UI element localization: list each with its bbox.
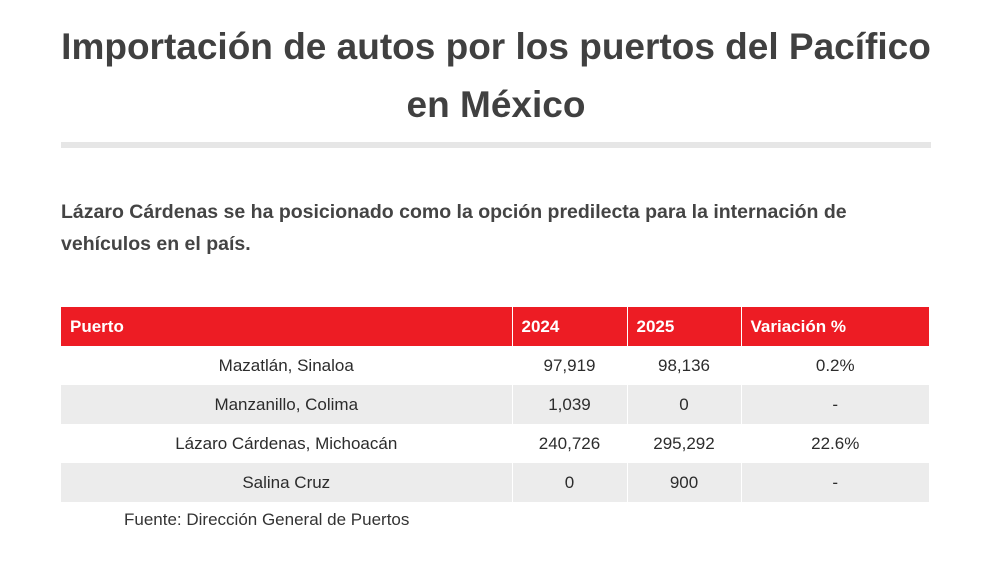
table-row: Manzanillo, Colima 1,039 0 - <box>61 385 929 424</box>
table-row: Mazatlán, Sinaloa 97,919 98,136 0.2% <box>61 346 929 385</box>
cell-variacion: - <box>740 385 929 424</box>
table-header-row: Puerto 2024 2025 Variación % <box>61 307 929 346</box>
header-puerto: Puerto <box>61 307 512 346</box>
header-2024: 2024 <box>511 307 627 346</box>
header-2025: 2025 <box>626 307 741 346</box>
cell-variacion: - <box>740 463 929 502</box>
cell-2024: 0 <box>511 463 627 502</box>
cell-2025: 0 <box>626 385 741 424</box>
cell-2025: 295,292 <box>626 424 741 463</box>
cell-puerto: Salina Cruz <box>61 463 512 502</box>
cell-2024: 1,039 <box>511 385 627 424</box>
table-row: Salina Cruz 0 900 - <box>61 463 929 502</box>
table-row: Lázaro Cárdenas, Michoacán 240,726 295,2… <box>61 424 929 463</box>
cell-2024: 240,726 <box>511 424 627 463</box>
cell-2025: 98,136 <box>626 346 741 385</box>
cell-puerto: Lázaro Cárdenas, Michoacán <box>175 433 398 453</box>
cell-puerto: Mazatlán, Sinaloa <box>218 355 354 375</box>
title-divider <box>61 142 931 148</box>
ports-table: Puerto 2024 2025 Variación % Mazatlán, S… <box>61 307 929 502</box>
source-note: Fuente: Dirección General de Puertos <box>124 510 410 529</box>
subtitle: Lázaro Cárdenas se ha posicionado como l… <box>61 201 847 255</box>
cell-puerto: Manzanillo, Colima <box>61 385 512 424</box>
cell-2025: 900 <box>626 463 741 502</box>
header-variacion: Variación % <box>740 307 929 346</box>
cell-2024: 97,919 <box>511 346 627 385</box>
page-title: Importación de autos por los puertos del… <box>61 26 931 125</box>
cell-variacion: 0.2% <box>740 346 929 385</box>
cell-variacion: 22.6% <box>740 424 929 463</box>
